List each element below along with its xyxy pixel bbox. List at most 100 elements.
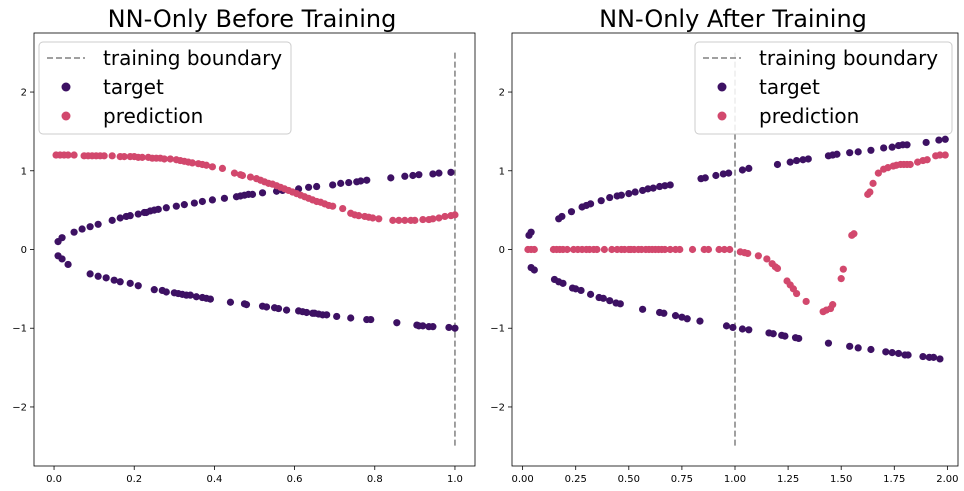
legend-prediction-swatch xyxy=(717,111,727,121)
prediction-point xyxy=(666,245,674,254)
target-point xyxy=(656,182,664,191)
prediction-point xyxy=(395,216,403,224)
target-point xyxy=(773,160,782,169)
prediction-point xyxy=(802,297,810,306)
target-point xyxy=(387,174,395,182)
target-point xyxy=(936,355,944,363)
prediction-point xyxy=(411,216,419,224)
target-point xyxy=(303,308,311,317)
prediction-point xyxy=(792,289,801,298)
x-tick-label: 1.00 xyxy=(724,474,746,485)
target-point xyxy=(58,255,66,263)
target-point xyxy=(134,282,142,290)
target-point xyxy=(357,177,365,185)
target-point xyxy=(429,170,437,178)
target-point xyxy=(126,279,134,287)
x-tick-label: 0.2 xyxy=(126,474,142,485)
target-point xyxy=(745,326,753,334)
x-tick-label: 0.00 xyxy=(511,474,533,485)
prediction-point xyxy=(600,245,608,254)
prediction-point xyxy=(355,212,363,220)
axis-ticks: 0.0 0.2 0.4 0.6 0.8 1.0 −2 −1 0 1 2 xyxy=(12,88,463,485)
prediction-point xyxy=(188,159,196,167)
axis-ticks: 0.00 0.25 0.50 0.75 1.00 1.25 1.50 1.75 2.00 −2 −1… xyxy=(490,88,958,485)
target-point xyxy=(305,183,313,191)
prediction-point xyxy=(720,245,728,254)
prediction-point xyxy=(715,245,723,254)
prediction-point xyxy=(593,245,601,254)
target-point xyxy=(447,168,455,176)
prediction-point xyxy=(339,204,347,213)
target-point xyxy=(867,345,875,354)
prediction-point xyxy=(563,245,571,254)
prediction-point xyxy=(829,301,837,309)
y-tick-label: −1 xyxy=(12,324,27,335)
target-point xyxy=(110,276,118,284)
prediction-point xyxy=(389,216,397,224)
prediction-point xyxy=(108,152,116,160)
prediction-point xyxy=(329,202,337,210)
target-point xyxy=(186,291,194,299)
target-point xyxy=(639,305,647,313)
target-point xyxy=(530,266,538,274)
target-point xyxy=(242,301,251,309)
prediction-point xyxy=(429,215,437,223)
target-point xyxy=(323,311,331,319)
target-point xyxy=(617,191,625,199)
target-point xyxy=(248,190,257,198)
prediction-point xyxy=(773,264,782,272)
x-tick-label: 2.00 xyxy=(936,474,958,485)
target-point xyxy=(162,204,170,212)
prediction-point xyxy=(936,151,944,159)
target-point xyxy=(258,189,267,197)
prediction-point xyxy=(100,152,108,160)
target-point xyxy=(745,164,753,173)
prediction-point xyxy=(874,169,882,177)
target-point xyxy=(78,225,86,233)
prediction-point xyxy=(218,164,227,173)
prediction-point xyxy=(441,212,449,221)
prediction-point xyxy=(120,153,128,161)
prediction-point xyxy=(246,173,255,181)
prediction-point xyxy=(70,151,78,159)
target-point xyxy=(599,294,607,302)
target-point xyxy=(769,330,777,338)
target-point xyxy=(126,212,134,220)
chart-title: NN-Only Before Training xyxy=(108,5,397,33)
target-point xyxy=(929,353,938,361)
x-tick-label: 1.75 xyxy=(883,474,905,485)
target-point xyxy=(172,202,180,210)
target-point xyxy=(701,174,709,182)
prediction-point xyxy=(941,151,949,159)
prediction-point xyxy=(726,245,734,254)
prediction-point xyxy=(369,214,377,222)
target-point xyxy=(888,349,896,357)
y-tick-label: 0 xyxy=(499,245,505,256)
x-tick-label: 1.0 xyxy=(447,474,463,485)
prediction-point xyxy=(704,245,713,254)
target-point xyxy=(631,188,639,196)
target-point xyxy=(625,190,633,198)
x-tick-label: 0.75 xyxy=(671,474,693,485)
target-point xyxy=(208,196,217,204)
target-point xyxy=(559,279,567,287)
target-point xyxy=(162,288,170,296)
target-point xyxy=(282,306,291,314)
y-tick-label: −2 xyxy=(490,402,505,413)
target-point xyxy=(904,351,912,359)
x-tick-label: 0.50 xyxy=(618,474,640,485)
target-point xyxy=(86,270,94,278)
y-tick-label: 1 xyxy=(21,166,27,177)
target-point xyxy=(429,323,437,331)
prediction-point xyxy=(754,252,762,260)
legend-label: training boundary xyxy=(103,46,282,70)
x-tick-label: 0.6 xyxy=(287,474,303,485)
prediction-point xyxy=(138,153,146,161)
prediction-point xyxy=(451,211,459,219)
y-tick-label: 2 xyxy=(21,88,27,99)
target-point xyxy=(134,210,142,218)
target-point xyxy=(313,182,321,191)
target-point xyxy=(116,214,124,222)
legend-label: prediction xyxy=(759,104,859,128)
prediction-point xyxy=(866,188,874,196)
